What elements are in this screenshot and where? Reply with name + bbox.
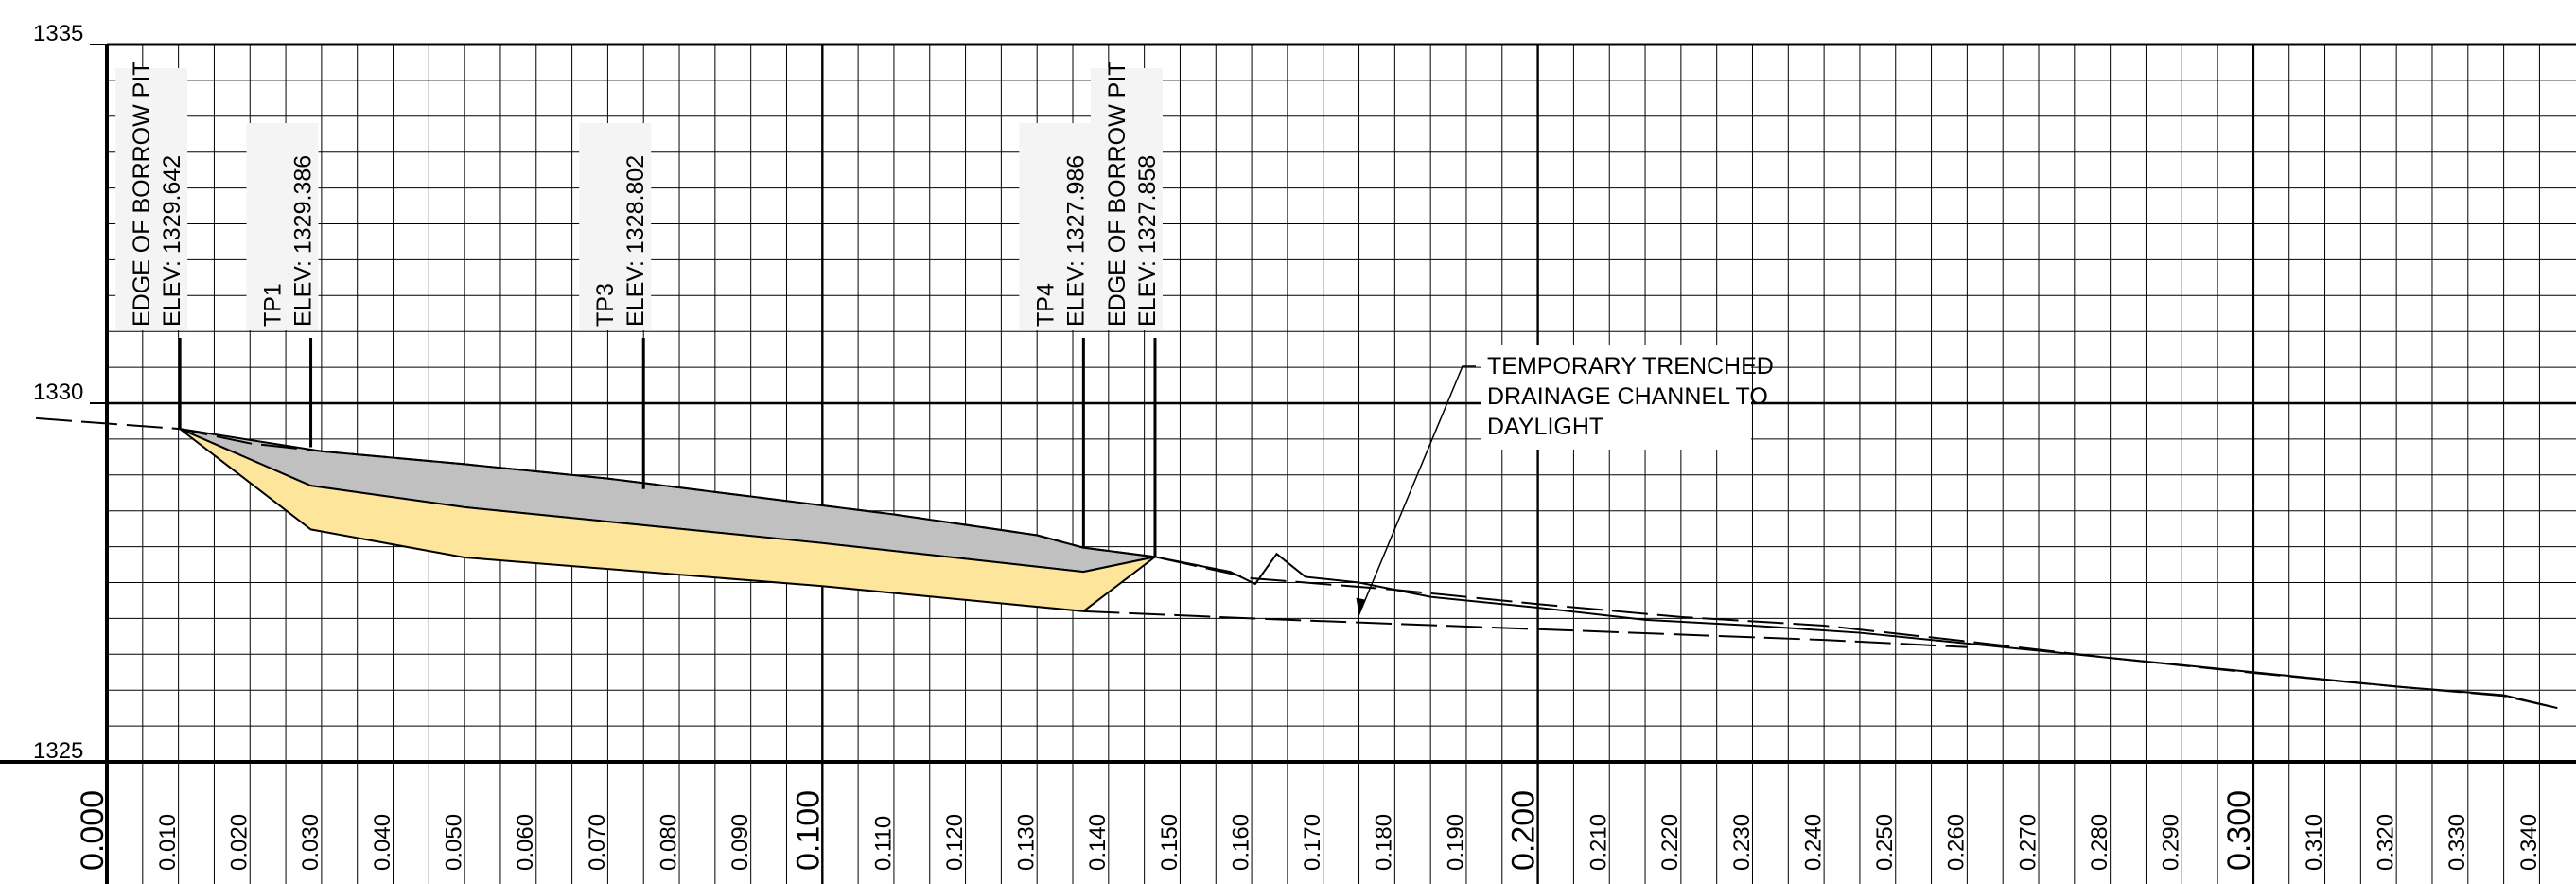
annotation-text: EDGE OF BORROW PIT [129,61,155,327]
x-tick-label: 0.320 [2374,814,2399,871]
annotation-text: ELEV: 1327.986 [1062,155,1089,327]
x-tick-label: 0.190 [1443,814,1468,871]
x-tick-label: 0.110 [870,816,896,871]
x-tick-label: 0.210 [1586,814,1612,871]
x-tick-label: 0.330 [2445,814,2470,871]
callout-text: DRAINAGE CHANNEL TO [1487,383,1768,410]
y-tick-label: 1335 [33,21,83,46]
x-tick-label: 0.300 [2221,790,2257,871]
annotation-text: ELEV: 1329.386 [290,155,317,327]
annotation-label-bg [246,123,319,330]
annotation-text: ELEV: 1329.642 [159,155,185,327]
callout-text: TEMPORARY TRENCHED [1487,353,1774,380]
x-tick-label: 0.070 [585,814,610,871]
x-tick-label: 0.090 [727,814,753,871]
x-tick-label: 0.030 [298,814,324,871]
x-tick-label: 0.000 [75,790,111,871]
x-tick-label: 0.160 [1228,814,1253,871]
profile-line [1154,552,2558,710]
x-tick-label: 0.200 [1506,790,1542,871]
annotation-label-bg [1019,123,1092,330]
annotation-text: ELEV: 1328.802 [622,155,649,327]
annotation-text: TP4 [1032,283,1059,327]
x-tick-label: 0.130 [1014,814,1040,871]
profile-lines [36,416,2558,710]
y-tick-label: 1330 [33,380,83,405]
fill-regions [179,428,1156,612]
x-tick-label: 0.100 [790,790,826,871]
x-tick-label: 0.230 [1729,814,1755,871]
x-tick-label: 0.150 [1157,814,1183,871]
x-tick-label: 0.040 [370,814,395,871]
callout-leader [1358,365,1476,615]
x-tick-label: 0.280 [2087,814,2112,871]
annotation-text: TP1 [260,283,287,327]
x-tick-label: 0.260 [1944,814,1970,871]
x-tick-label: 0.180 [1372,814,1397,871]
y-tick-label: 1325 [33,738,83,764]
callout-text: DAYLIGHT [1487,414,1603,440]
annotation-text: EDGE OF BORROW PIT [1104,61,1130,327]
x-tick-label: 0.120 [942,814,968,871]
x-tick-label: 0.060 [513,814,538,871]
callout-arrowhead [1356,597,1366,615]
annotation-text: ELEV: 1327.858 [1134,155,1161,327]
x-tick-label: 0.240 [1800,814,1826,871]
annotation-label-bg [1090,68,1163,330]
callout-bg [1481,345,1751,450]
annotation-label-bg [115,68,188,330]
x-tick-label: 0.220 [1657,814,1683,871]
annotation-text: TP3 [592,283,619,327]
x-tick-label: 0.170 [1300,814,1325,871]
axes: 1325 1330 1335 0.000 0.010 0.020 0.030 0.040 0.0… [33,21,2542,871]
x-tick-label: 0.270 [2015,814,2041,871]
annotation-label-bg [579,123,652,330]
profile-line [1083,610,1968,648]
x-tick-label: 0.080 [656,814,681,871]
grid [0,43,2576,884]
x-tick-label: 0.020 [227,814,253,871]
x-tick-label: 0.290 [2159,814,2184,871]
x-tick-label: 0.010 [155,814,181,871]
x-tick-label: 0.340 [2516,814,2542,871]
x-tick-label: 0.140 [1085,814,1111,871]
x-tick-label: 0.050 [441,814,466,871]
station-annotations: EDGE OF BORROW PIT ELEV: 1329.642 TP1 ELEV:… [115,61,1774,615]
x-tick-label: 0.310 [2302,814,2327,871]
x-tick-label: 0.250 [1872,814,1898,871]
